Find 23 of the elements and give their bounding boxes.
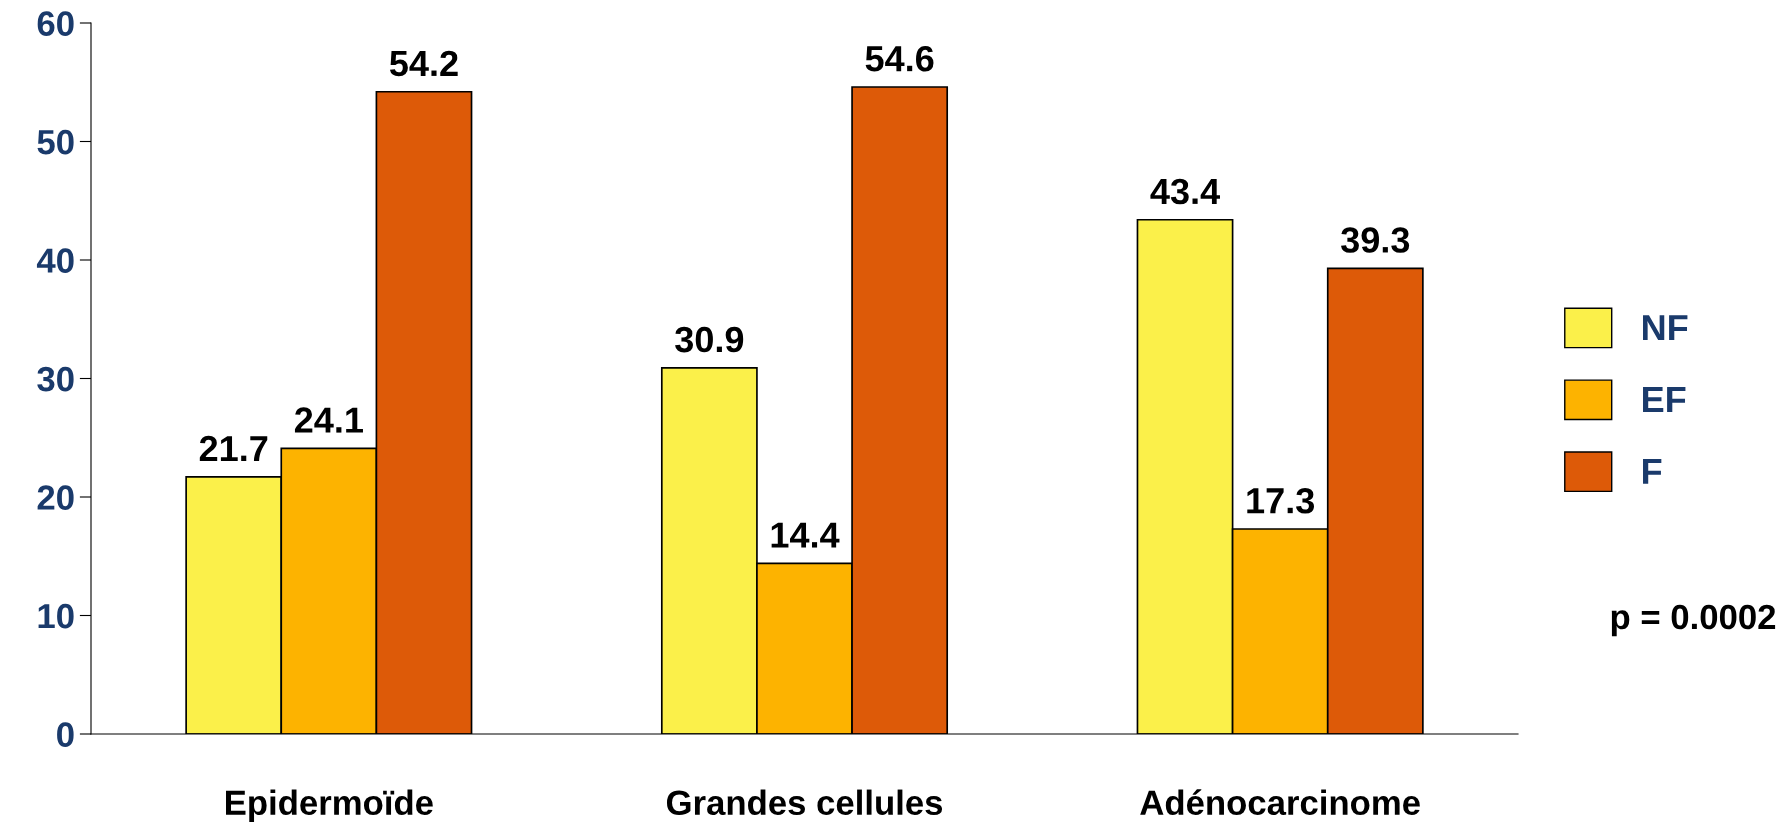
data-label: 30.9 [675, 326, 744, 353]
y-tick-label: 20 [37, 485, 74, 510]
data-label: 17.3 [1247, 487, 1315, 514]
x-tick-label: Grandes cellules [666, 789, 943, 816]
data-label: 43.4 [1150, 178, 1220, 205]
data-label: 21.7 [199, 435, 268, 462]
y-tick-label: 50 [37, 129, 74, 155]
y-tick-label: 60 [37, 11, 74, 36]
text: p = 0.0002 [1611, 604, 1776, 637]
data-label: 54.2 [389, 50, 458, 77]
legend-label: EF [1643, 387, 1686, 412]
x-tick-label: Epidermoïde [226, 789, 433, 822]
y-tick-label: 0 [57, 722, 74, 747]
y-tick-label: 40 [36, 248, 74, 273]
y-tick-label: 30 [37, 366, 74, 392]
data-label: 14.4 [771, 522, 840, 548]
data-label: 39.3 [1340, 227, 1410, 253]
legend-label: NF [1643, 315, 1688, 341]
y-tick-label: 10 [38, 603, 74, 629]
data-label: 24.1 [294, 407, 363, 433]
legend-label: F [1643, 458, 1662, 484]
x-tick-label: Adénocarcinome [1140, 789, 1420, 816]
data-label: 54.6 [865, 45, 934, 72]
